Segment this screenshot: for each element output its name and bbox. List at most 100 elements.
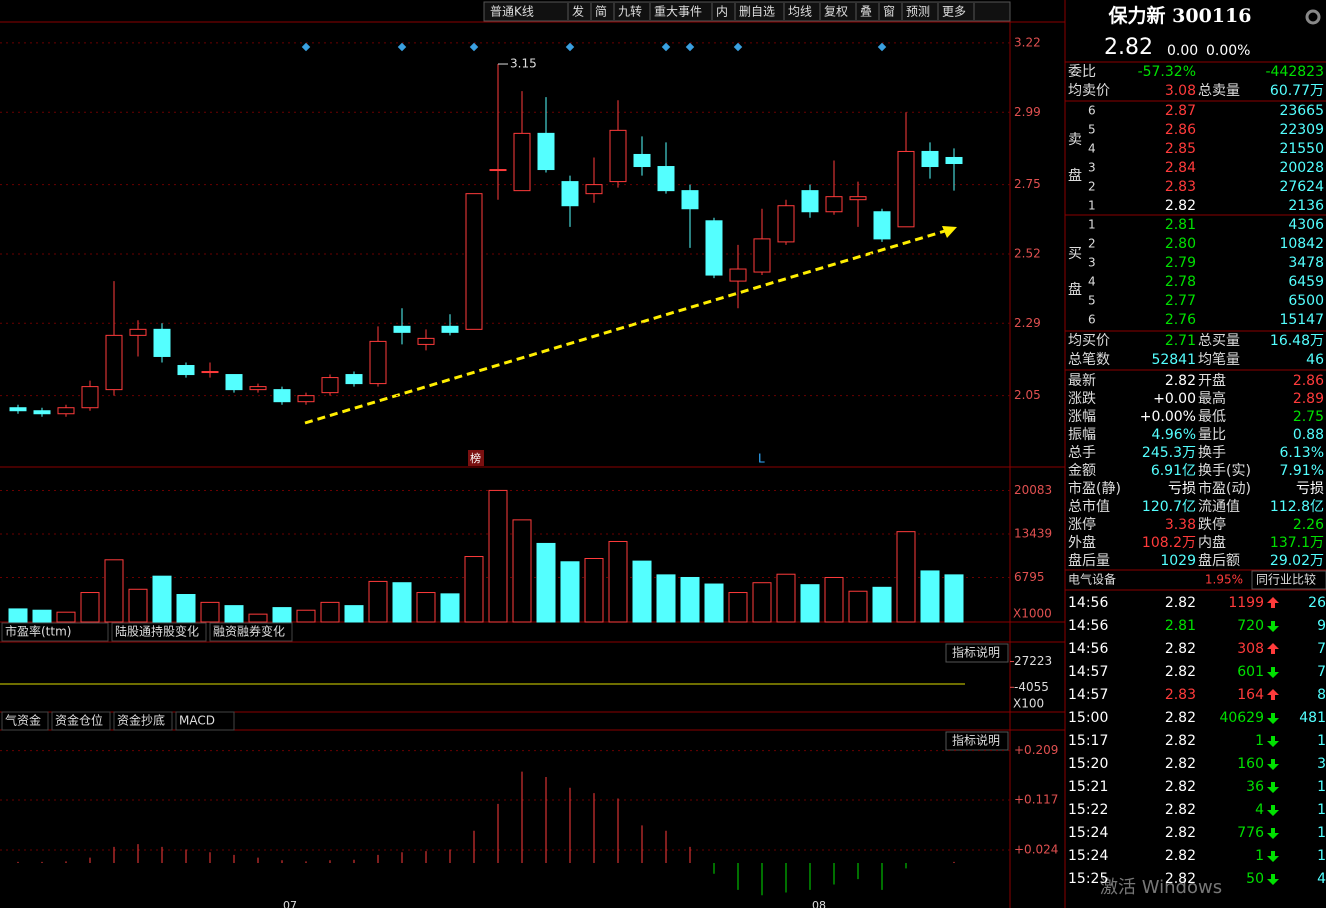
tab[interactable] (1, 622, 109, 642)
compare-button[interactable] (1251, 570, 1326, 590)
help-label[interactable]: 指标说明 (952, 733, 1000, 748)
direction-arrow (1267, 713, 1279, 724)
event-marker[interactable] (469, 42, 479, 52)
tab[interactable] (209, 622, 293, 642)
volume-bar (152, 575, 172, 623)
toolbar-button[interactable]: 均线 (788, 5, 812, 19)
candle-body (201, 371, 219, 374)
tab[interactable] (51, 711, 111, 731)
quote-text: 2.80 (1165, 236, 1196, 252)
volume-bar (392, 582, 412, 623)
volume-bar (608, 540, 628, 623)
quote-text: 2.86 (1165, 122, 1196, 138)
quote-text: 均买价 (1068, 333, 1110, 349)
quote-text: 电气设备 (1068, 572, 1116, 587)
direction-arrow (1267, 874, 1279, 885)
help-label[interactable]: 指标说明 (952, 645, 1000, 660)
volume-bar (920, 570, 940, 623)
quote-text: 市盈(动) (1198, 480, 1251, 497)
quote-text: 50 (1246, 871, 1264, 887)
tab-label[interactable]: 陆股通持股变化 (115, 624, 199, 639)
candle-body (633, 153, 651, 168)
event-marker[interactable] (397, 42, 407, 52)
quote-text: 2.82 (1165, 664, 1196, 680)
toolbar-button[interactable]: 重大事件 (654, 5, 702, 19)
quote-text: 15:17 (1068, 733, 1108, 749)
help-button[interactable] (945, 731, 1009, 751)
quote-text: 14:56 (1068, 641, 1108, 657)
tab-label[interactable]: 资金仓位 (55, 713, 103, 728)
toolbar-button[interactable]: 普通K线 (490, 5, 534, 19)
toolbar-button[interactable]: 九转 (618, 4, 642, 19)
toolbar-button[interactable]: 发 (572, 4, 584, 19)
y-tick-label: 13439 (1014, 527, 1052, 541)
tab-label[interactable]: 气资金 (5, 713, 41, 728)
volume-bar (464, 556, 484, 623)
candle-body (393, 325, 411, 333)
settings-icon[interactable] (1305, 9, 1321, 25)
tab[interactable] (111, 622, 207, 642)
tab-label[interactable]: MACD (179, 714, 215, 728)
candle-body (921, 150, 939, 168)
quote-text: 5 (1088, 123, 1096, 137)
toolbar-button[interactable]: 窗 (883, 5, 895, 19)
candle-body (273, 389, 291, 403)
quote-text: 245.3万 (1142, 445, 1196, 461)
tab[interactable] (113, 711, 173, 731)
quote-text: 14:56 (1068, 618, 1108, 634)
direction-arrow (1267, 621, 1279, 632)
quote-text: 换手 (1198, 444, 1226, 461)
volume-bar (560, 561, 580, 623)
toolbar-button[interactable]: 简 (595, 5, 607, 19)
quote-text: 14:57 (1068, 687, 1108, 703)
tab[interactable] (175, 711, 235, 731)
volume-bar (656, 574, 676, 623)
quote-text: 1199 (1228, 595, 1264, 611)
quote-text: 164 (1237, 687, 1264, 703)
quote-text: 14:56 (1068, 595, 1108, 611)
direction-arrow (1267, 828, 1279, 839)
toolbar-button[interactable]: 内 (716, 5, 728, 19)
volume-bar (584, 557, 604, 623)
flag-box (468, 450, 484, 466)
tab-label[interactable]: 融资融券变化 (213, 624, 285, 639)
toolbar-button[interactable]: 更多 (942, 5, 966, 19)
toolbar-button[interactable]: 预测 (906, 5, 930, 19)
candle-body (369, 340, 387, 385)
quote-text: 2.82 (1165, 802, 1196, 818)
y-tick-label: 2.99 (1014, 105, 1041, 119)
quote-text: 涨跌 (1068, 391, 1096, 407)
quote-text: 120.7亿 (1142, 499, 1196, 515)
event-marker[interactable] (301, 42, 311, 52)
candle-body (849, 196, 867, 201)
y-tick-label: 2.75 (1014, 177, 1041, 191)
candle-body (657, 166, 675, 192)
quote-text: 涨停 (1068, 516, 1096, 533)
quote-text: 3.38 (1165, 517, 1196, 533)
quote-text: 1 (1317, 848, 1326, 864)
quote-text: 4 (1317, 871, 1326, 887)
quote-text: 1.95% (1205, 573, 1243, 587)
candle-body (825, 196, 843, 213)
quote-text: 112.8亿 (1270, 499, 1324, 515)
quote-text: 4306 (1288, 217, 1324, 233)
toolbar-button[interactable]: 复权 (824, 5, 848, 19)
toolbar-button[interactable]: 删自选 (739, 5, 775, 19)
volume-bar (56, 611, 76, 623)
quote-text: 2.86 (1293, 373, 1324, 389)
quote-text: 换手(实) (1198, 462, 1251, 479)
candle-body (945, 156, 963, 165)
quote-text: 最低 (1198, 409, 1226, 425)
tab[interactable] (1, 711, 49, 731)
candle-body (33, 410, 51, 415)
tab-label[interactable]: 市盈率(ttm) (5, 624, 71, 639)
help-button[interactable] (945, 643, 1009, 663)
volume-bar (776, 573, 796, 623)
candle-body (81, 386, 99, 409)
quote-text: 22309 (1279, 122, 1324, 138)
tab-label[interactable]: 资金抄底 (117, 713, 165, 728)
toolbar-button[interactable]: 叠 (860, 5, 872, 19)
volume-bar (200, 601, 220, 623)
candle-body (417, 337, 435, 345)
quote-text: 3.08 (1165, 83, 1196, 99)
